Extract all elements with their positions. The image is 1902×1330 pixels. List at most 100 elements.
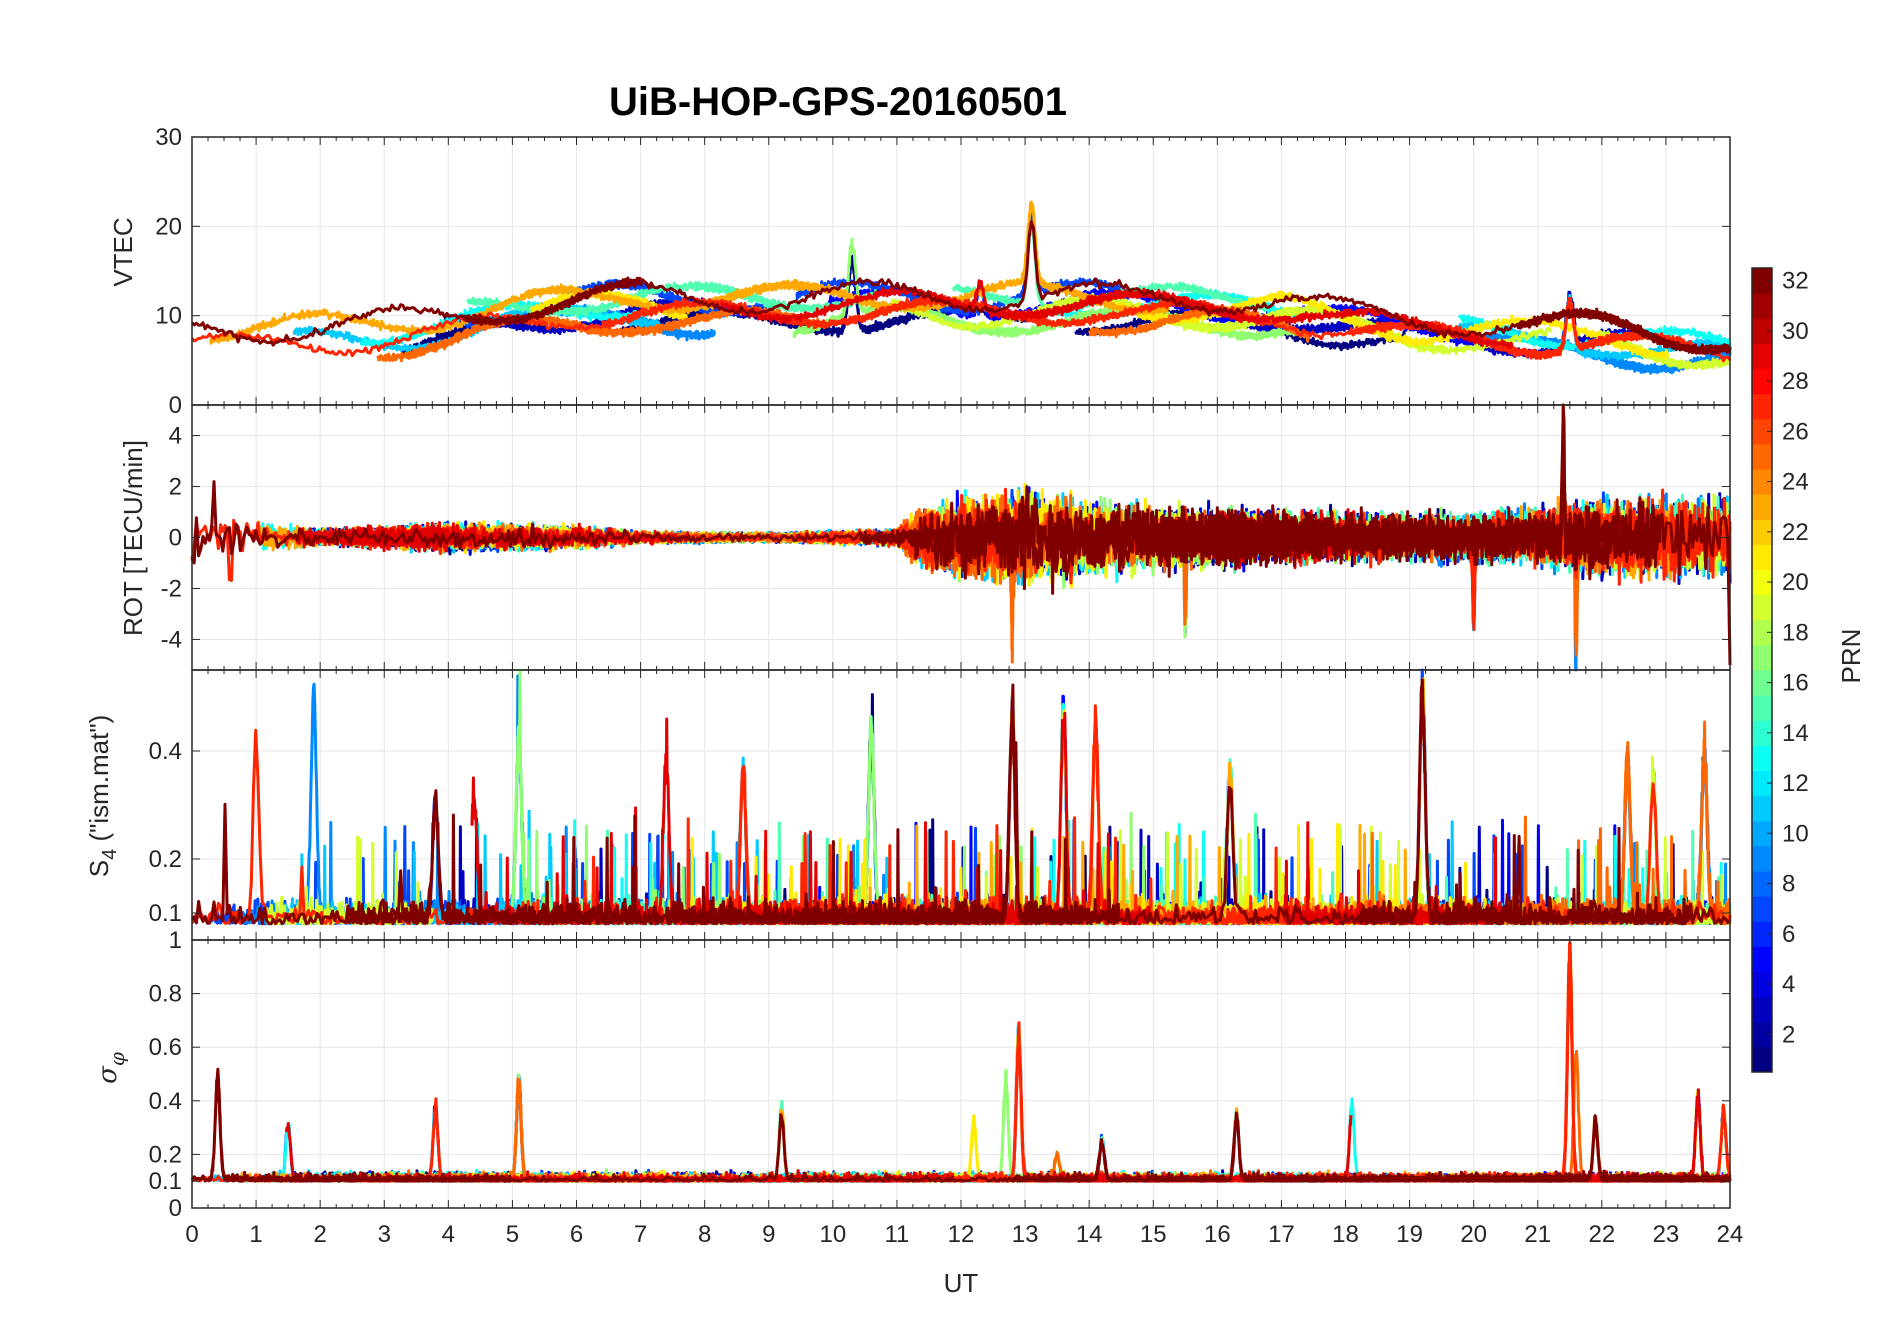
rot-ytick-label: 2 (169, 474, 182, 501)
vtec-series-prn-23 (209, 200, 1170, 345)
panel-vtec-ticks: 0 10 20 30 (155, 124, 1731, 419)
sigma-ytick-label: 1 (169, 927, 182, 954)
colorbar-band-6 (1752, 921, 1772, 947)
colorbar-tick-label: 22 (1782, 519, 1809, 546)
colorbar-band-13 (1752, 745, 1772, 771)
ut-xtick-label: 9 (762, 1221, 775, 1248)
ut-xtick-label: 2 (313, 1221, 326, 1248)
sigma-ytick-label: 0.8 (149, 981, 182, 1008)
colorbar-band-28 (1752, 368, 1772, 395)
s4-series-prn-32 (190, 678, 1732, 926)
colorbar-band-19 (1752, 594, 1772, 621)
colorbar-band-8 (1752, 871, 1772, 897)
colorbar-band-4 (1752, 971, 1772, 998)
vtec-ytick-label: 0 (169, 392, 182, 419)
panel-sigma: 00.10.20.40.60.81 0 1 2 3 4 5 6 7 8 9 10 11 12 13 14 15… (93, 927, 1743, 1298)
sigma-ylabel: σφ (93, 1052, 129, 1084)
ut-xtick-label: 7 (634, 1221, 647, 1248)
vtec-series-prn-32 (190, 220, 1732, 356)
colorbar-tick-label: 24 (1782, 469, 1809, 496)
colorbar-band-24 (1752, 469, 1772, 495)
rot-ytick-label: 0 (169, 525, 182, 552)
s4-ytick-label: 0.4 (149, 738, 182, 765)
colorbar-label: PRN (1836, 629, 1866, 684)
colorbar-band-23 (1752, 494, 1772, 520)
colorbar-band-5 (1752, 946, 1772, 972)
panel-rot-ticks: -4 -2 0 2 4 (161, 405, 1731, 670)
panel-s4: 0.1 0.2 0.4 S4 ("ism.mat") (84, 668, 1732, 941)
vtec-series-prn-27 (190, 295, 1732, 363)
colorbar-band-2 (1752, 1021, 1772, 1048)
colorbar-band-15 (1752, 695, 1772, 721)
rot-series-prn-32 (190, 403, 1732, 666)
s4-ylabel-rest: ("ism.mat") (84, 715, 114, 849)
ut-xtick-label: 12 (948, 1221, 975, 1248)
rot-ytick-label: -2 (161, 575, 182, 602)
colorbar-tick-label: 16 (1782, 670, 1809, 697)
ut-xtick-label: 5 (506, 1221, 519, 1248)
ut-xtick-label: 4 (442, 1221, 455, 1248)
ut-xtick-label: 16 (1204, 1221, 1231, 1248)
colorbar-tick-label: 32 (1782, 268, 1809, 295)
colorbar-band-32 (1752, 268, 1772, 294)
sigma-ytick-label: 0 (169, 1195, 182, 1222)
colorbar-band-27 (1752, 393, 1772, 420)
s4-ylabel: S4 ("ism.mat") (84, 715, 121, 877)
s4-ytick-label: 0.2 (149, 846, 182, 873)
ut-xtick-label: 13 (1012, 1221, 1039, 1248)
sigma-series-prn-32 (190, 1067, 1732, 1183)
ut-xtick-label: 24 (1717, 1221, 1744, 1248)
colorbar-band-16 (1752, 670, 1772, 696)
sigma-ylabel-main: σ (93, 1065, 123, 1084)
colorbar-tick-label: 26 (1782, 418, 1809, 445)
colorbar-tick-label: 20 (1782, 569, 1809, 596)
ut-xtick-label: 17 (1268, 1221, 1295, 1248)
colorbar-band-20 (1752, 569, 1772, 596)
vtec-ylabel: VTEC (108, 217, 138, 286)
colorbar-tick-label: 2 (1782, 1021, 1795, 1048)
colorbar-band-25 (1752, 443, 1772, 470)
colorbar-tick-label: 6 (1782, 921, 1795, 948)
colorbar-band-21 (1752, 544, 1772, 570)
sigma-ytick-label: 0.4 (149, 1088, 182, 1115)
colorbar-band-7 (1752, 896, 1772, 922)
sigma-ytick-label: 0.2 (149, 1141, 182, 1168)
colorbar-band-29 (1752, 343, 1772, 369)
colorbar-band-18 (1752, 619, 1772, 646)
colorbar-tick-label: 12 (1782, 770, 1809, 797)
s4-ytick-label: 0.1 (149, 900, 182, 927)
ut-xtick-label: 15 (1140, 1221, 1167, 1248)
colorbar-band-14 (1752, 720, 1772, 746)
rot-ylabel: ROT [TECU/min] (118, 440, 148, 636)
sigma-ylabel-sub: φ (105, 1052, 129, 1066)
rot-ytick-label: 4 (169, 423, 182, 450)
ut-xtick-label: 3 (378, 1221, 391, 1248)
vtec-series-prn-25 (376, 305, 1310, 363)
sigma-ytick-label: 0.6 (149, 1034, 182, 1061)
colorbar-tick-label: 30 (1782, 318, 1809, 345)
colorbar-bands (1752, 268, 1772, 1073)
colorbar-tick-label: 4 (1782, 971, 1795, 998)
ut-xtick-label: 0 (185, 1221, 198, 1248)
ut-xlabel: UT (944, 1268, 979, 1298)
ut-xtick-label: 19 (1396, 1221, 1423, 1248)
ut-xtick-label: 1 (249, 1221, 262, 1248)
panel-rot: -4 -2 0 2 4 ROT [TECU/min] (118, 403, 1732, 672)
colorbar-band-17 (1752, 644, 1772, 671)
ut-xtick-label: 20 (1460, 1221, 1487, 1248)
ut-xtick-label: 10 (819, 1221, 846, 1248)
colorbar-frame (1751, 267, 1773, 1073)
colorbar-band-31 (1752, 293, 1772, 319)
panel-vtec-series (190, 200, 1732, 375)
panel-s4-series (190, 668, 1732, 926)
s4-ylabel-main: S (84, 860, 114, 877)
colorbar-tick-label: 18 (1782, 619, 1809, 646)
ut-xtick-label: 18 (1332, 1221, 1359, 1248)
figure-title: UiB-HOP-GPS-20160501 (609, 80, 1067, 124)
colorbar-band-22 (1752, 519, 1772, 545)
panel-sigma-series (190, 941, 1732, 1183)
